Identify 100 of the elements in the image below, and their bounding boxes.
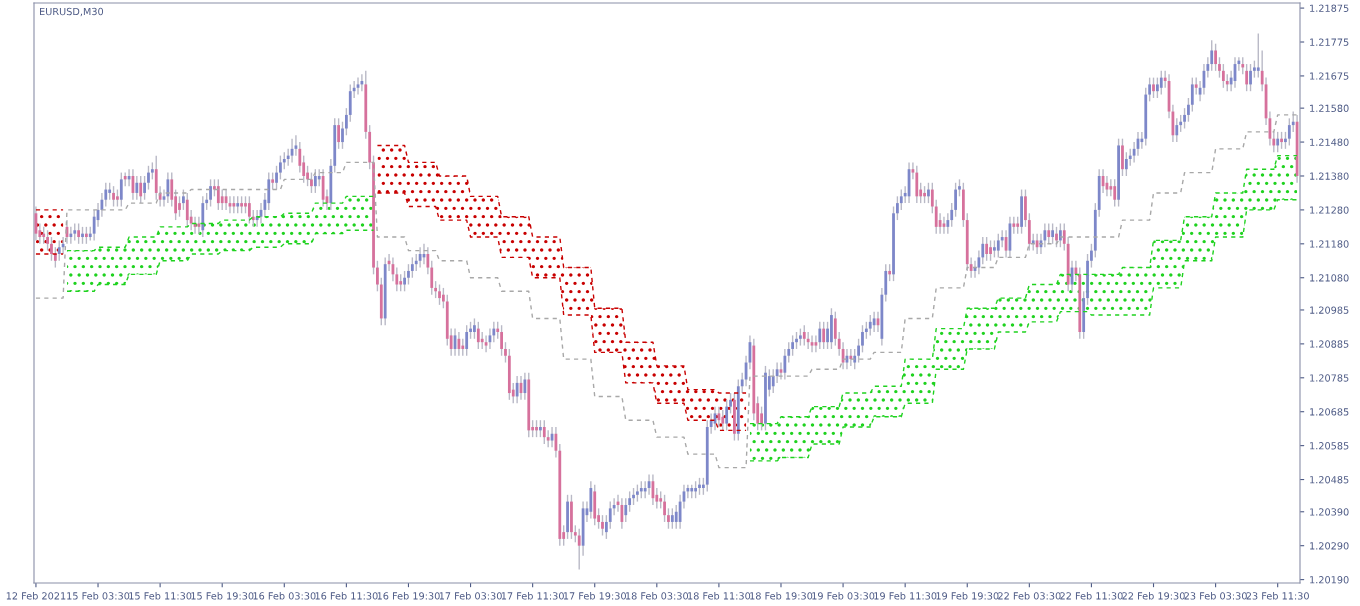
- x-tick-label: 22 Feb 11:30: [1060, 592, 1123, 600]
- candlestick: [1284, 131, 1287, 150]
- candlestick: [624, 497, 628, 523]
- candlestick: [182, 188, 185, 211]
- candlestick: [348, 83, 352, 123]
- candlestick: [1291, 110, 1295, 133]
- candlestick: [403, 270, 406, 292]
- candlestick: [46, 229, 49, 252]
- candlestick: [344, 107, 348, 136]
- y-tick-label: 1.21480: [1310, 138, 1349, 146]
- candlestick: [791, 334, 795, 357]
- candlestick: [872, 310, 876, 333]
- candlestick: [542, 419, 546, 445]
- x-tick-label: 17 Feb 19:30: [563, 592, 626, 600]
- y-tick-label: 1.21775: [1310, 38, 1349, 46]
- x-tick-label: 19 Feb 11:30: [874, 592, 937, 600]
- candlestick: [1086, 253, 1089, 306]
- candlestick: [1051, 222, 1055, 245]
- candlestick: [247, 195, 251, 225]
- candlestick: [1245, 63, 1249, 92]
- candlestick: [896, 195, 899, 221]
- candlestick: [84, 226, 88, 245]
- candlestick: [1148, 76, 1152, 103]
- candlestick: [53, 246, 57, 269]
- candlestick: [57, 239, 61, 262]
- candlestick: [441, 287, 445, 309]
- candlestick: [1156, 76, 1159, 99]
- x-tick-label: 18 Feb 19:30: [750, 592, 813, 600]
- candlestick: [185, 192, 189, 228]
- y-tick-label: 1.21380: [1310, 172, 1349, 180]
- x-tick-label: 17 Feb 11:30: [501, 592, 564, 600]
- x-tick-label: 16 Feb 11:30: [315, 592, 378, 600]
- x-tick-label: 15 Feb 03:30: [67, 592, 130, 600]
- y-tick-label: 1.21675: [1310, 72, 1349, 80]
- candlestick: [725, 399, 729, 432]
- candlestick: [135, 175, 139, 201]
- candlestick: [946, 212, 950, 235]
- candlestick: [123, 171, 127, 187]
- candlestick: [1058, 222, 1062, 248]
- x-tick-label: 22 Feb 03:30: [998, 592, 1061, 600]
- candlestick: [275, 165, 278, 191]
- candlestick: [469, 321, 472, 340]
- candlestick: [783, 348, 787, 381]
- candlestick: [504, 341, 507, 364]
- y-tick-label: 1.20685: [1310, 408, 1349, 416]
- x-tick-label: 23 Feb 03:30: [1184, 592, 1247, 600]
- x-tick-label: 12 Feb 2021: [6, 592, 66, 600]
- candlestick: [628, 490, 632, 513]
- candlestick: [306, 165, 309, 187]
- candlestick: [1183, 107, 1186, 130]
- candlestick: [1187, 97, 1190, 123]
- candlestick: [1152, 76, 1155, 99]
- candlestick: [1117, 137, 1120, 208]
- candlestick: [216, 178, 220, 211]
- candlestick: [954, 182, 958, 218]
- candlestick: [604, 514, 608, 540]
- x-tick-label: 15 Feb 11:30: [129, 592, 192, 600]
- candlestick: [232, 195, 236, 214]
- candlestick: [337, 117, 341, 150]
- y-tick-label: 1.20290: [1310, 542, 1349, 550]
- candlestick: [147, 165, 150, 191]
- candlestick: [313, 168, 317, 194]
- x-tick-label: 18 Feb 03:30: [625, 592, 689, 600]
- candlestick: [473, 317, 476, 340]
- candlestick: [923, 185, 926, 204]
- x-tick-label: 18 Feb 11:30: [688, 592, 751, 600]
- candlestick: [410, 256, 414, 279]
- candlestick: [178, 195, 181, 218]
- candlestick: [1253, 59, 1256, 79]
- candlestick: [515, 375, 519, 404]
- candlestick: [608, 500, 612, 530]
- candlestick: [476, 321, 480, 350]
- y-tick-label: 1.20485: [1310, 476, 1349, 484]
- candlestick: [1090, 243, 1093, 269]
- candlestick: [61, 236, 65, 255]
- candlestick: [407, 263, 410, 286]
- candlestick: [857, 338, 860, 364]
- candlestick: [632, 487, 635, 506]
- candlestick: [892, 205, 895, 282]
- candlestick: [701, 477, 705, 496]
- candlestick: [899, 188, 903, 211]
- candlestick: [240, 195, 243, 214]
- candlestick: [341, 121, 344, 150]
- candlestick: [1214, 43, 1217, 72]
- candlestick: [1175, 117, 1179, 143]
- candlestick: [1012, 215, 1016, 235]
- y-tick-label: 1.20585: [1310, 442, 1349, 450]
- candlestick: [523, 372, 527, 401]
- candlestick: [434, 280, 438, 299]
- y-tick-label: 1.21080: [1310, 274, 1349, 282]
- x-tick-label: 19 Feb 03:30: [812, 592, 875, 600]
- candlestick: [934, 199, 938, 235]
- candlestick: [376, 260, 379, 292]
- candlestick: [139, 175, 143, 204]
- candlestick: [465, 324, 469, 357]
- x-tick-label: 15 Feb 19:30: [191, 592, 254, 600]
- candlestick: [670, 507, 674, 530]
- candlestick: [989, 239, 992, 262]
- x-tick-label: 16 Feb 19:30: [377, 592, 440, 600]
- candlestick: [220, 188, 224, 211]
